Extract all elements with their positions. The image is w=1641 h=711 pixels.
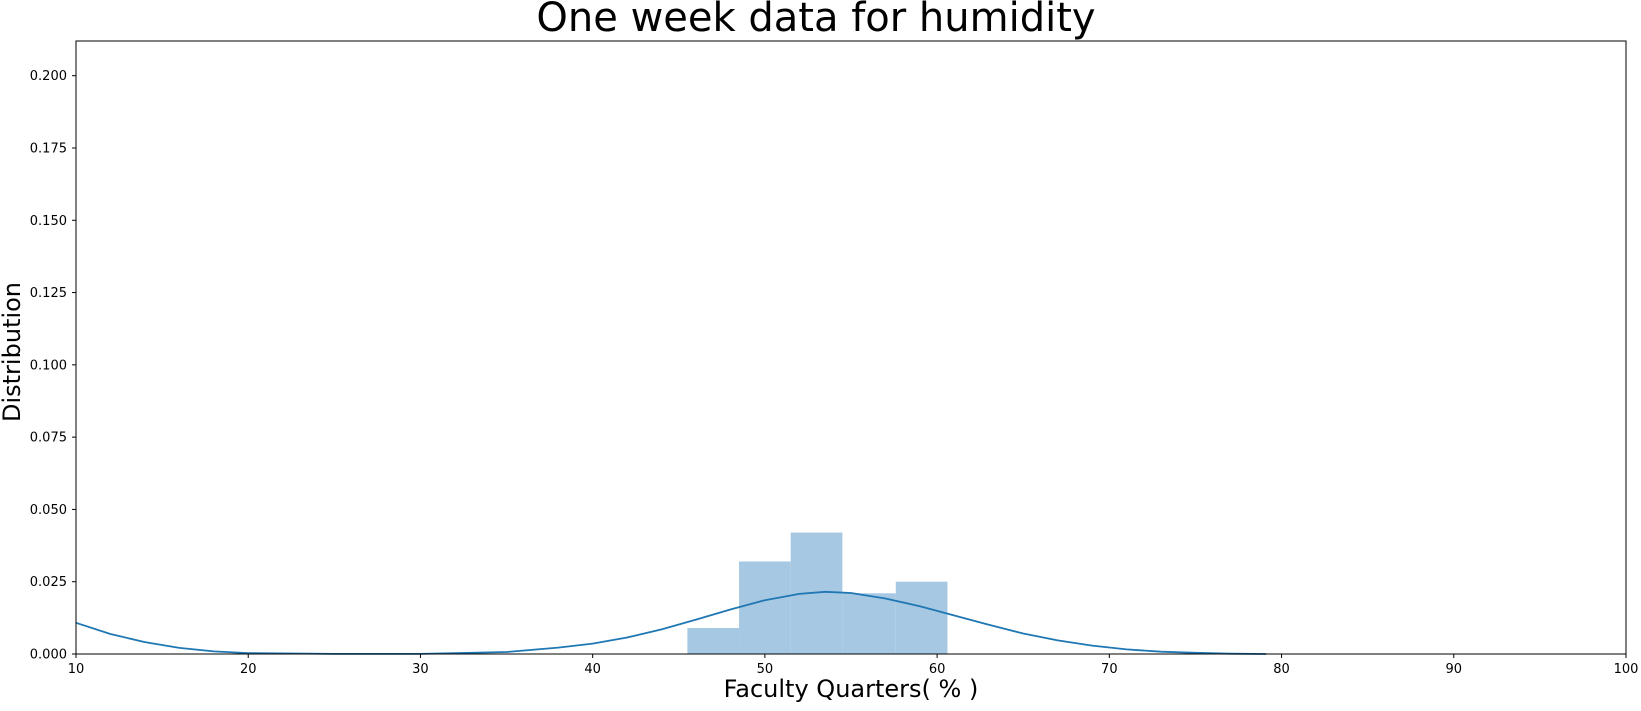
x-tick-label: 100 bbox=[1614, 662, 1639, 677]
y-tick-label: 0.125 bbox=[30, 286, 67, 301]
x-tick-label: 90 bbox=[1446, 662, 1463, 677]
plot-frame bbox=[75, 40, 1627, 655]
plot-area bbox=[75, 532, 1267, 655]
y-tick-label: 0.200 bbox=[30, 69, 67, 84]
y-tick-label: 0.000 bbox=[30, 648, 67, 663]
y-axis: 0.000 0.025 0.050 0.075 0.100 0.125 0.150 0.175… bbox=[30, 69, 76, 663]
x-tick-label: 30 bbox=[412, 662, 429, 677]
y-tick-label: 0.175 bbox=[30, 141, 67, 156]
x-tick-label: 60 bbox=[929, 662, 946, 677]
histogram-bar-2 bbox=[739, 561, 791, 654]
chart-title: One week data for humidity bbox=[536, 0, 1095, 41]
kde-line bbox=[75, 590, 1267, 655]
x-tick-label: 20 bbox=[240, 662, 257, 677]
x-tick-label: 40 bbox=[584, 662, 601, 677]
histogram-bar-4 bbox=[842, 593, 896, 654]
y-tick-label: 0.100 bbox=[30, 358, 67, 373]
histogram-bar-1 bbox=[687, 627, 740, 654]
histogram-bar-5 bbox=[895, 581, 948, 654]
x-axis-title: Faculty Quarters( % ) bbox=[724, 675, 979, 703]
x-tick-label: 70 bbox=[1101, 662, 1118, 677]
x-axis: 10 20 30 40 50 60 70 80 90 100 bbox=[68, 654, 1639, 677]
x-tick-label: 80 bbox=[1273, 662, 1290, 677]
y-axis-title: Distribution bbox=[0, 282, 26, 422]
x-tick-label: 10 bbox=[68, 662, 85, 677]
y-tick-label: 0.150 bbox=[30, 214, 67, 229]
y-tick-label: 0.050 bbox=[30, 503, 67, 518]
y-tick-label: 0.075 bbox=[30, 431, 67, 446]
y-tick-label: 0.025 bbox=[30, 575, 67, 590]
x-tick-label: 50 bbox=[757, 662, 774, 677]
